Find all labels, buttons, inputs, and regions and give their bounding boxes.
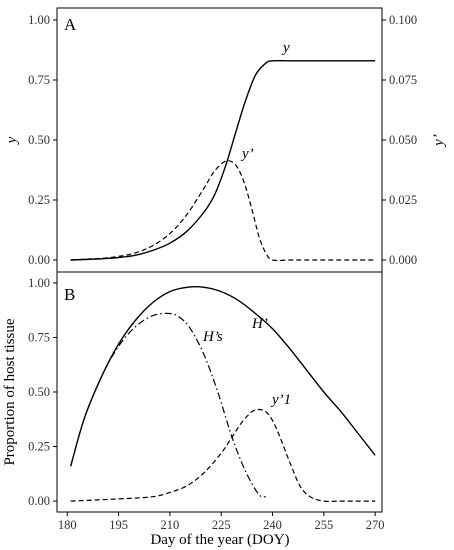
panel-a-left-axis-title: y bbox=[4, 136, 20, 145]
panel-b-x-axis: 180 195 210 225 240 255 270 bbox=[58, 512, 385, 532]
panel-a-label: A bbox=[64, 15, 77, 34]
panel-b-y-axis-title: Proportion of host tissue bbox=[2, 318, 18, 465]
panel-a-left-tick-label: 0.75 bbox=[28, 73, 50, 87]
panel-b-left-tick-label: 1.00 bbox=[28, 276, 50, 290]
series-line-b2 bbox=[70, 408, 376, 503]
panel-b-x-tick-label: 270 bbox=[366, 518, 385, 532]
panel-a-right-tick-label: 0.025 bbox=[389, 193, 417, 207]
panel-a-left-tick-label: 1.00 bbox=[28, 13, 50, 27]
panel-b-curves bbox=[70, 286, 376, 503]
panel-a-right-axis-title: y’ bbox=[431, 134, 447, 148]
panel-b-x-tick-label: 225 bbox=[212, 518, 231, 532]
panel-b-curve-label-hs: H’s bbox=[202, 329, 223, 345]
panel-b-curve-label-h: H’ bbox=[251, 316, 268, 332]
panel-b: B 0.00 0.25 0.50 0.75 1.00 180 195 210 225 240 25… bbox=[2, 271, 385, 548]
panel-b-left-tick-label: 0.25 bbox=[28, 440, 50, 454]
panel-b-label: B bbox=[64, 285, 75, 304]
panel-b-curve-label-y1: y’1 bbox=[270, 392, 291, 408]
panel-a: A 0.000.250.500.751.00 0.0000.0250.0500.… bbox=[4, 7, 447, 273]
panel-a-curves bbox=[70, 59, 376, 262]
series-line-b0 bbox=[70, 286, 376, 467]
panel-a-right-axis: 0.000 0.025 0.050 0.075 0.100 bbox=[382, 13, 417, 267]
panel-a-right-tick-label: 0.100 bbox=[389, 13, 417, 27]
panel-b-curve-label-y1-text: y’1 bbox=[270, 392, 291, 408]
panel-a-right-tick-label: 0.050 bbox=[389, 133, 417, 147]
panel-b-frame bbox=[56, 271, 383, 513]
panel-a-left-tick-label: 0.25 bbox=[28, 193, 50, 207]
panel-a-right-tick-label: 0.075 bbox=[389, 73, 417, 87]
panel-b-left-tick-label: 0.75 bbox=[28, 330, 50, 344]
panel-b-x-tick-label: 255 bbox=[314, 518, 333, 532]
panel-a-curve-label-yprime: y’ bbox=[240, 146, 254, 162]
panel-b-left-axis: 0.00 0.25 0.50 0.75 1.00 bbox=[28, 276, 57, 508]
panel-b-left-tick-label: 0.00 bbox=[28, 494, 50, 508]
panel-a-right-tick-label: 0.000 bbox=[389, 253, 417, 267]
panel-b-x-tick-label: 195 bbox=[109, 518, 128, 532]
panel-a-curve-label-y: y bbox=[281, 40, 290, 56]
panel-a-left-tick-label: 0.00 bbox=[28, 253, 50, 267]
panel-b-x-tick-label: 240 bbox=[263, 518, 282, 532]
panel-a-left-tick-label: 0.50 bbox=[28, 133, 50, 147]
panel-b-x-tick-label: 180 bbox=[58, 518, 77, 532]
panel-b-x-axis-title: Day of the year (DOY) bbox=[150, 532, 289, 548]
panel-a-left-axis: 0.00 0.25 0.50 0.75 1.00 bbox=[28, 13, 57, 267]
panel-b-x-tick-label: 210 bbox=[161, 518, 180, 532]
series-line-a0 bbox=[70, 59, 376, 261]
series-line-b1 bbox=[70, 312, 266, 498]
panel-b-left-tick-label: 0.50 bbox=[28, 385, 50, 399]
panel-a-frame bbox=[56, 7, 383, 273]
